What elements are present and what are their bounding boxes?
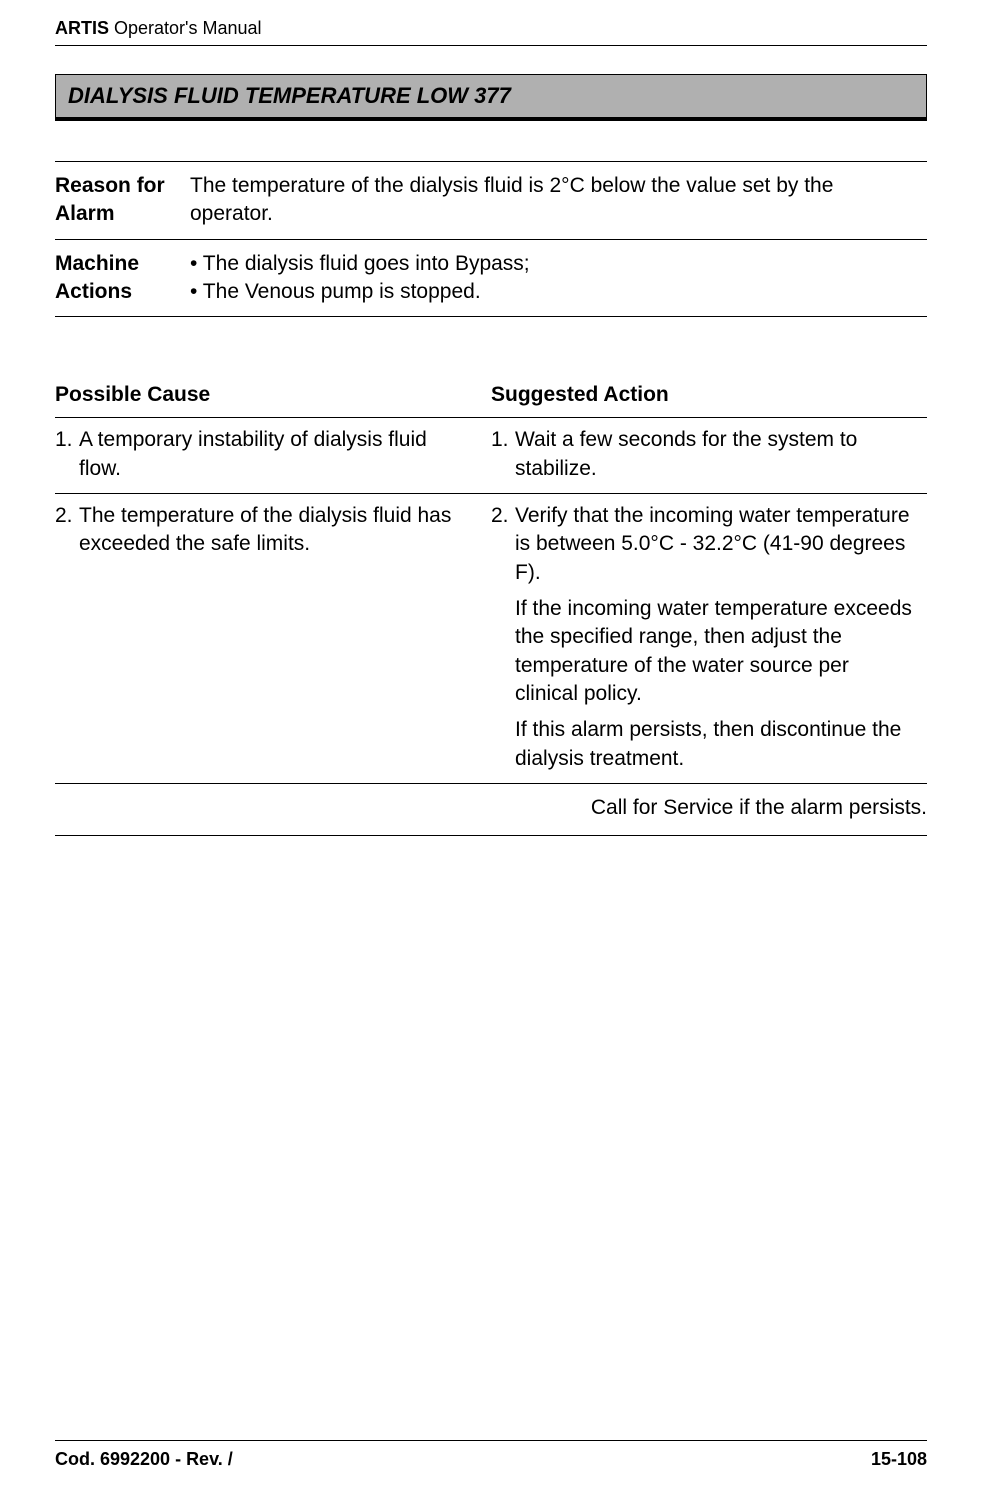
actions-label: Machine Actions — [55, 239, 190, 317]
action-bullet-2: • The Venous pump is stopped. — [190, 278, 919, 306]
info-row-actions: Machine Actions • The dialysis fluid goe… — [55, 239, 927, 317]
action-2-text: Verify that the incoming water temperatu… — [515, 502, 913, 587]
product-name: ARTIS — [55, 18, 109, 38]
action-bullet-1: • The dialysis fluid goes into Bypass; — [190, 250, 919, 278]
footer: Cod. 6992200 - Rev. / 15-108 — [55, 1440, 927, 1470]
cause-1-num: 1. — [55, 426, 79, 483]
alarm-title-bar: DIALYSIS FLUID TEMPERATURE LOW 377 — [55, 74, 927, 118]
cause-2-num: 2. — [55, 502, 79, 559]
action-2-extra1: If the incoming water temperature exceed… — [491, 595, 913, 708]
cause-2-text: The temperature of the dialysis fluid ha… — [79, 502, 467, 559]
reason-text: The temperature of the dialysis fluid is… — [190, 162, 927, 240]
cause-2: 2. The temperature of the dialysis fluid… — [55, 494, 491, 784]
footer-page: 15-108 — [871, 1449, 927, 1470]
footer-code: Cod. 6992200 - Rev. / — [55, 1449, 233, 1470]
action-2-extra2: If this alarm persists, then discontinue… — [491, 716, 913, 773]
footer-rule — [55, 1440, 927, 1441]
reason-label: Reason for Alarm — [55, 162, 190, 240]
cause-1-text: A temporary instability of dialysis flui… — [79, 426, 467, 483]
service-text: Call for Service if the alarm persists. — [55, 784, 927, 835]
action-2-num: 2. — [491, 502, 515, 587]
cause-row-2: 2. The temperature of the dialysis fluid… — [55, 494, 927, 784]
cause-row-1: 1. A temporary instability of dialysis f… — [55, 418, 927, 494]
cause-action-table: Possible Cause Suggested Action 1. A tem… — [55, 377, 927, 835]
info-row-reason: Reason for Alarm The temperature of the … — [55, 162, 927, 240]
title-underline — [55, 118, 927, 121]
header: ARTIS Operator's Manual — [55, 18, 927, 39]
cause-header-row: Possible Cause Suggested Action — [55, 377, 927, 418]
page: ARTIS Operator's Manual DIALYSIS FLUID T… — [0, 0, 982, 1500]
action-2: 2. Verify that the incoming water temper… — [491, 494, 927, 784]
header-rule — [55, 45, 927, 46]
action-1: 1. Wait a few seconds for the system to … — [491, 418, 927, 494]
action-1-text: Wait a few seconds for the system to sta… — [515, 426, 913, 483]
info-table: Reason for Alarm The temperature of the … — [55, 161, 927, 317]
possible-cause-header: Possible Cause — [55, 377, 491, 418]
actions-text: • The dialysis fluid goes into Bypass; •… — [190, 239, 927, 317]
action-1-num: 1. — [491, 426, 515, 483]
cause-1: 1. A temporary instability of dialysis f… — [55, 418, 491, 494]
suggested-action-header: Suggested Action — [491, 377, 927, 418]
service-row: Call for Service if the alarm persists. — [55, 784, 927, 835]
doc-title: Operator's Manual — [109, 18, 262, 38]
